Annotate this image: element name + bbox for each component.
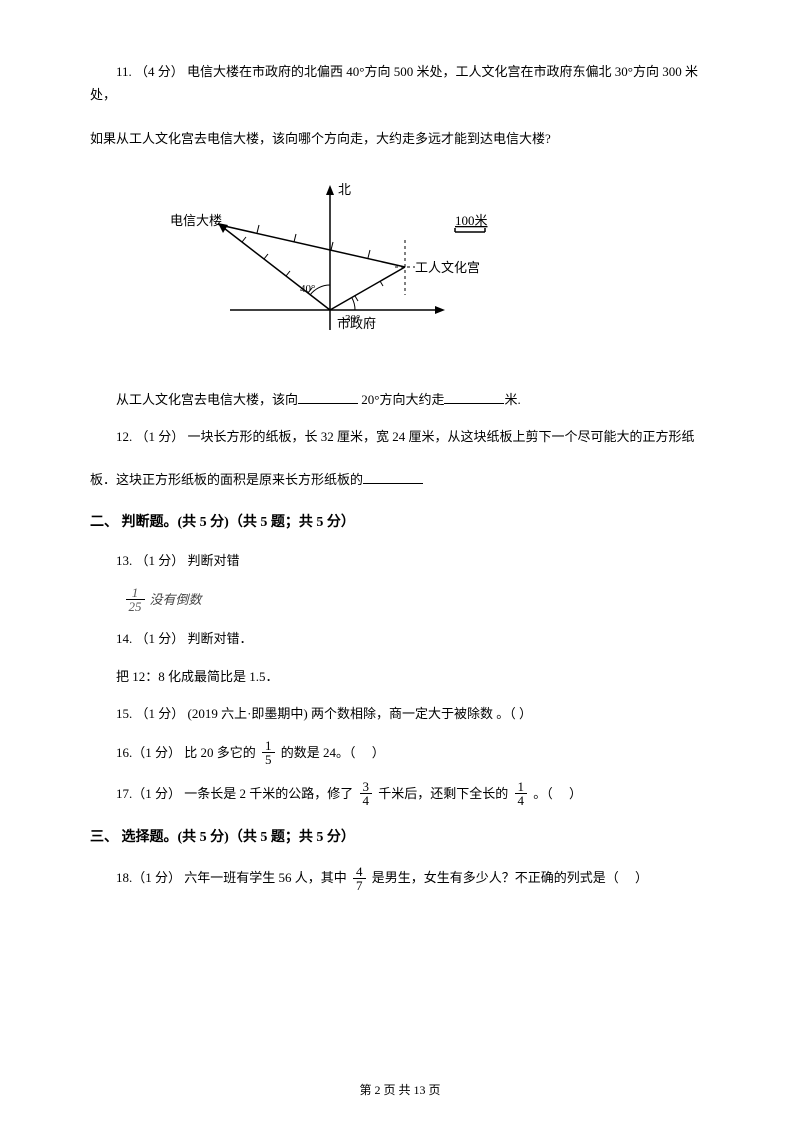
question-17: 17. （1 分） 一条长是 2 千米的公路，修了 3 4 千米后，还剩下全长的… bbox=[90, 780, 710, 807]
q18-points: （1 分） bbox=[132, 866, 181, 889]
q15-source: (2019 六上·即墨期中) bbox=[188, 706, 312, 721]
q11-text: 11. （4 分） 电信大楼在市政府的北偏西 40°方向 500 米处，工人文化… bbox=[90, 60, 710, 107]
fill-blank[interactable] bbox=[363, 470, 423, 484]
q11-line2: 如果从工人文化宫去电信大楼，该向哪个方向走，大约走多远才能到达电信大楼? bbox=[90, 127, 710, 150]
q11-answer-line: 从工人文化宫去电信大楼，该向 20°方向大约走 米. bbox=[90, 388, 710, 411]
question-12: 12. （1 分） 一块长方形的纸板，长 32 厘米，宽 24 厘米，从这块纸板… bbox=[90, 425, 710, 492]
q15-text: 两个数相除，商一定大于被除数 。（ ） bbox=[311, 706, 532, 721]
fraction-den: 5 bbox=[262, 753, 275, 766]
section-3-header: 三、 选择题。(共 5 分)（共 5 题；共 5 分） bbox=[90, 825, 710, 850]
fraction-den: 4 bbox=[360, 794, 373, 807]
q16-number: 16. bbox=[116, 741, 132, 764]
q17-number: 17. bbox=[116, 782, 132, 805]
q15-number: 15. bbox=[116, 706, 132, 721]
fill-blank[interactable] bbox=[444, 390, 504, 404]
q17-points: （1 分） bbox=[132, 782, 181, 805]
fraction-3-4: 3 4 bbox=[360, 780, 373, 807]
q13-stmt-text: 没有倒数 bbox=[150, 588, 202, 611]
direction-diagram-svg: 北 电信大楼 工人文化宫 bbox=[150, 170, 510, 360]
q13-statement: 1 25 没有倒数 bbox=[123, 586, 711, 613]
fraction-num: 3 bbox=[360, 780, 373, 794]
q16-post: 的数是 24。（ ） bbox=[278, 741, 385, 764]
fraction-num: 4 bbox=[353, 865, 366, 879]
north-label: 北 bbox=[338, 182, 351, 197]
q11-points: （4 分） bbox=[135, 64, 184, 79]
q14-statement: 把 12：8 化成最简比是 1.5． bbox=[90, 665, 710, 688]
fill-blank[interactable] bbox=[298, 390, 358, 404]
q16-pre: 比 20 多它的 bbox=[181, 741, 259, 764]
q11-diagram: 北 电信大楼 工人文化宫 bbox=[150, 170, 710, 367]
q17-mid: 千米后，还剩下全长的 bbox=[375, 782, 512, 805]
q12-line1: 一块长方形的纸板，长 32 厘米，宽 24 厘米，从这块纸板上剪下一个尽可能大的… bbox=[188, 429, 695, 444]
fraction-num: 1 bbox=[515, 780, 528, 794]
question-15: 15. （1 分） (2019 六上·即墨期中) 两个数相除，商一定大于被除数 … bbox=[90, 702, 710, 725]
q18-pre: 六年一班有学生 56 人，其中 bbox=[181, 866, 350, 889]
q15-points: （1 分） bbox=[136, 706, 185, 721]
question-14: 14. （1 分） 判断对错． bbox=[90, 627, 710, 650]
q13-points: （1 分） bbox=[136, 553, 185, 568]
q13-text: 判断对错 bbox=[188, 553, 240, 568]
q12-line2: 板．这块正方形纸板的面积是原来长方形纸板的 bbox=[90, 472, 363, 487]
q17-pre: 一条长是 2 千米的公路，修了 bbox=[181, 782, 357, 805]
q11-answer-suffix: 米. bbox=[504, 392, 520, 407]
gov-label: 市政府 bbox=[337, 316, 376, 331]
q18-post: 是男生，女生有多少人？不正确的列式是（ ） bbox=[369, 866, 649, 889]
q11-answer-mid: 20°方向大约走 bbox=[358, 392, 444, 407]
question-18: 18. （1 分） 六年一班有学生 56 人，其中 4 7 是男生，女生有多少人… bbox=[90, 865, 710, 892]
q17-post: 。（ ） bbox=[530, 782, 582, 805]
q12-points: （1 分） bbox=[136, 429, 185, 444]
fraction-den: 25 bbox=[126, 600, 145, 613]
fraction-1-25: 1 25 bbox=[126, 586, 145, 613]
fraction-1-5: 1 5 bbox=[262, 739, 275, 766]
q14-number: 14. bbox=[116, 631, 132, 646]
q14-text: 判断对错． bbox=[188, 631, 253, 646]
q13-number: 13. bbox=[116, 553, 132, 568]
section-2-header: 二、 判断题。(共 5 分)（共 5 题；共 5 分） bbox=[90, 510, 710, 535]
q18-number: 18. bbox=[116, 866, 132, 889]
telecom-label: 电信大楼 bbox=[170, 213, 222, 228]
angle-40: 40° bbox=[300, 283, 315, 295]
q12-text: 12. （1 分） 一块长方形的纸板，长 32 厘米，宽 24 厘米，从这块纸板… bbox=[90, 425, 710, 448]
fraction-den: 7 bbox=[353, 879, 366, 892]
question-16: 16. （1 分） 比 20 多它的 1 5 的数是 24。（ ） bbox=[90, 739, 710, 766]
q11-number: 11. bbox=[116, 64, 132, 79]
q14-points: （1 分） bbox=[136, 631, 185, 646]
q11-answer-prefix: 从工人文化宫去电信大楼，该向 bbox=[116, 392, 298, 407]
question-13: 13. （1 分） 判断对错 bbox=[90, 549, 710, 572]
q16-points: （1 分） bbox=[132, 741, 181, 764]
culture-label: 工人文化宫 bbox=[415, 260, 480, 275]
fraction-den: 4 bbox=[515, 794, 528, 807]
q12-line2-wrap: 板．这块正方形纸板的面积是原来长方形纸板的 bbox=[90, 468, 710, 491]
fraction-1-4: 1 4 bbox=[515, 780, 528, 807]
scale-label: 100米 bbox=[455, 213, 488, 228]
question-11: 11. （4 分） 电信大楼在市政府的北偏西 40°方向 500 米处，工人文化… bbox=[90, 60, 710, 411]
page-footer: 第 2 页 共 13 页 bbox=[0, 1080, 800, 1102]
fraction-num: 1 bbox=[126, 586, 145, 600]
fraction-4-7: 4 7 bbox=[353, 865, 366, 892]
fraction-num: 1 bbox=[262, 739, 275, 753]
q12-number: 12. bbox=[116, 429, 132, 444]
